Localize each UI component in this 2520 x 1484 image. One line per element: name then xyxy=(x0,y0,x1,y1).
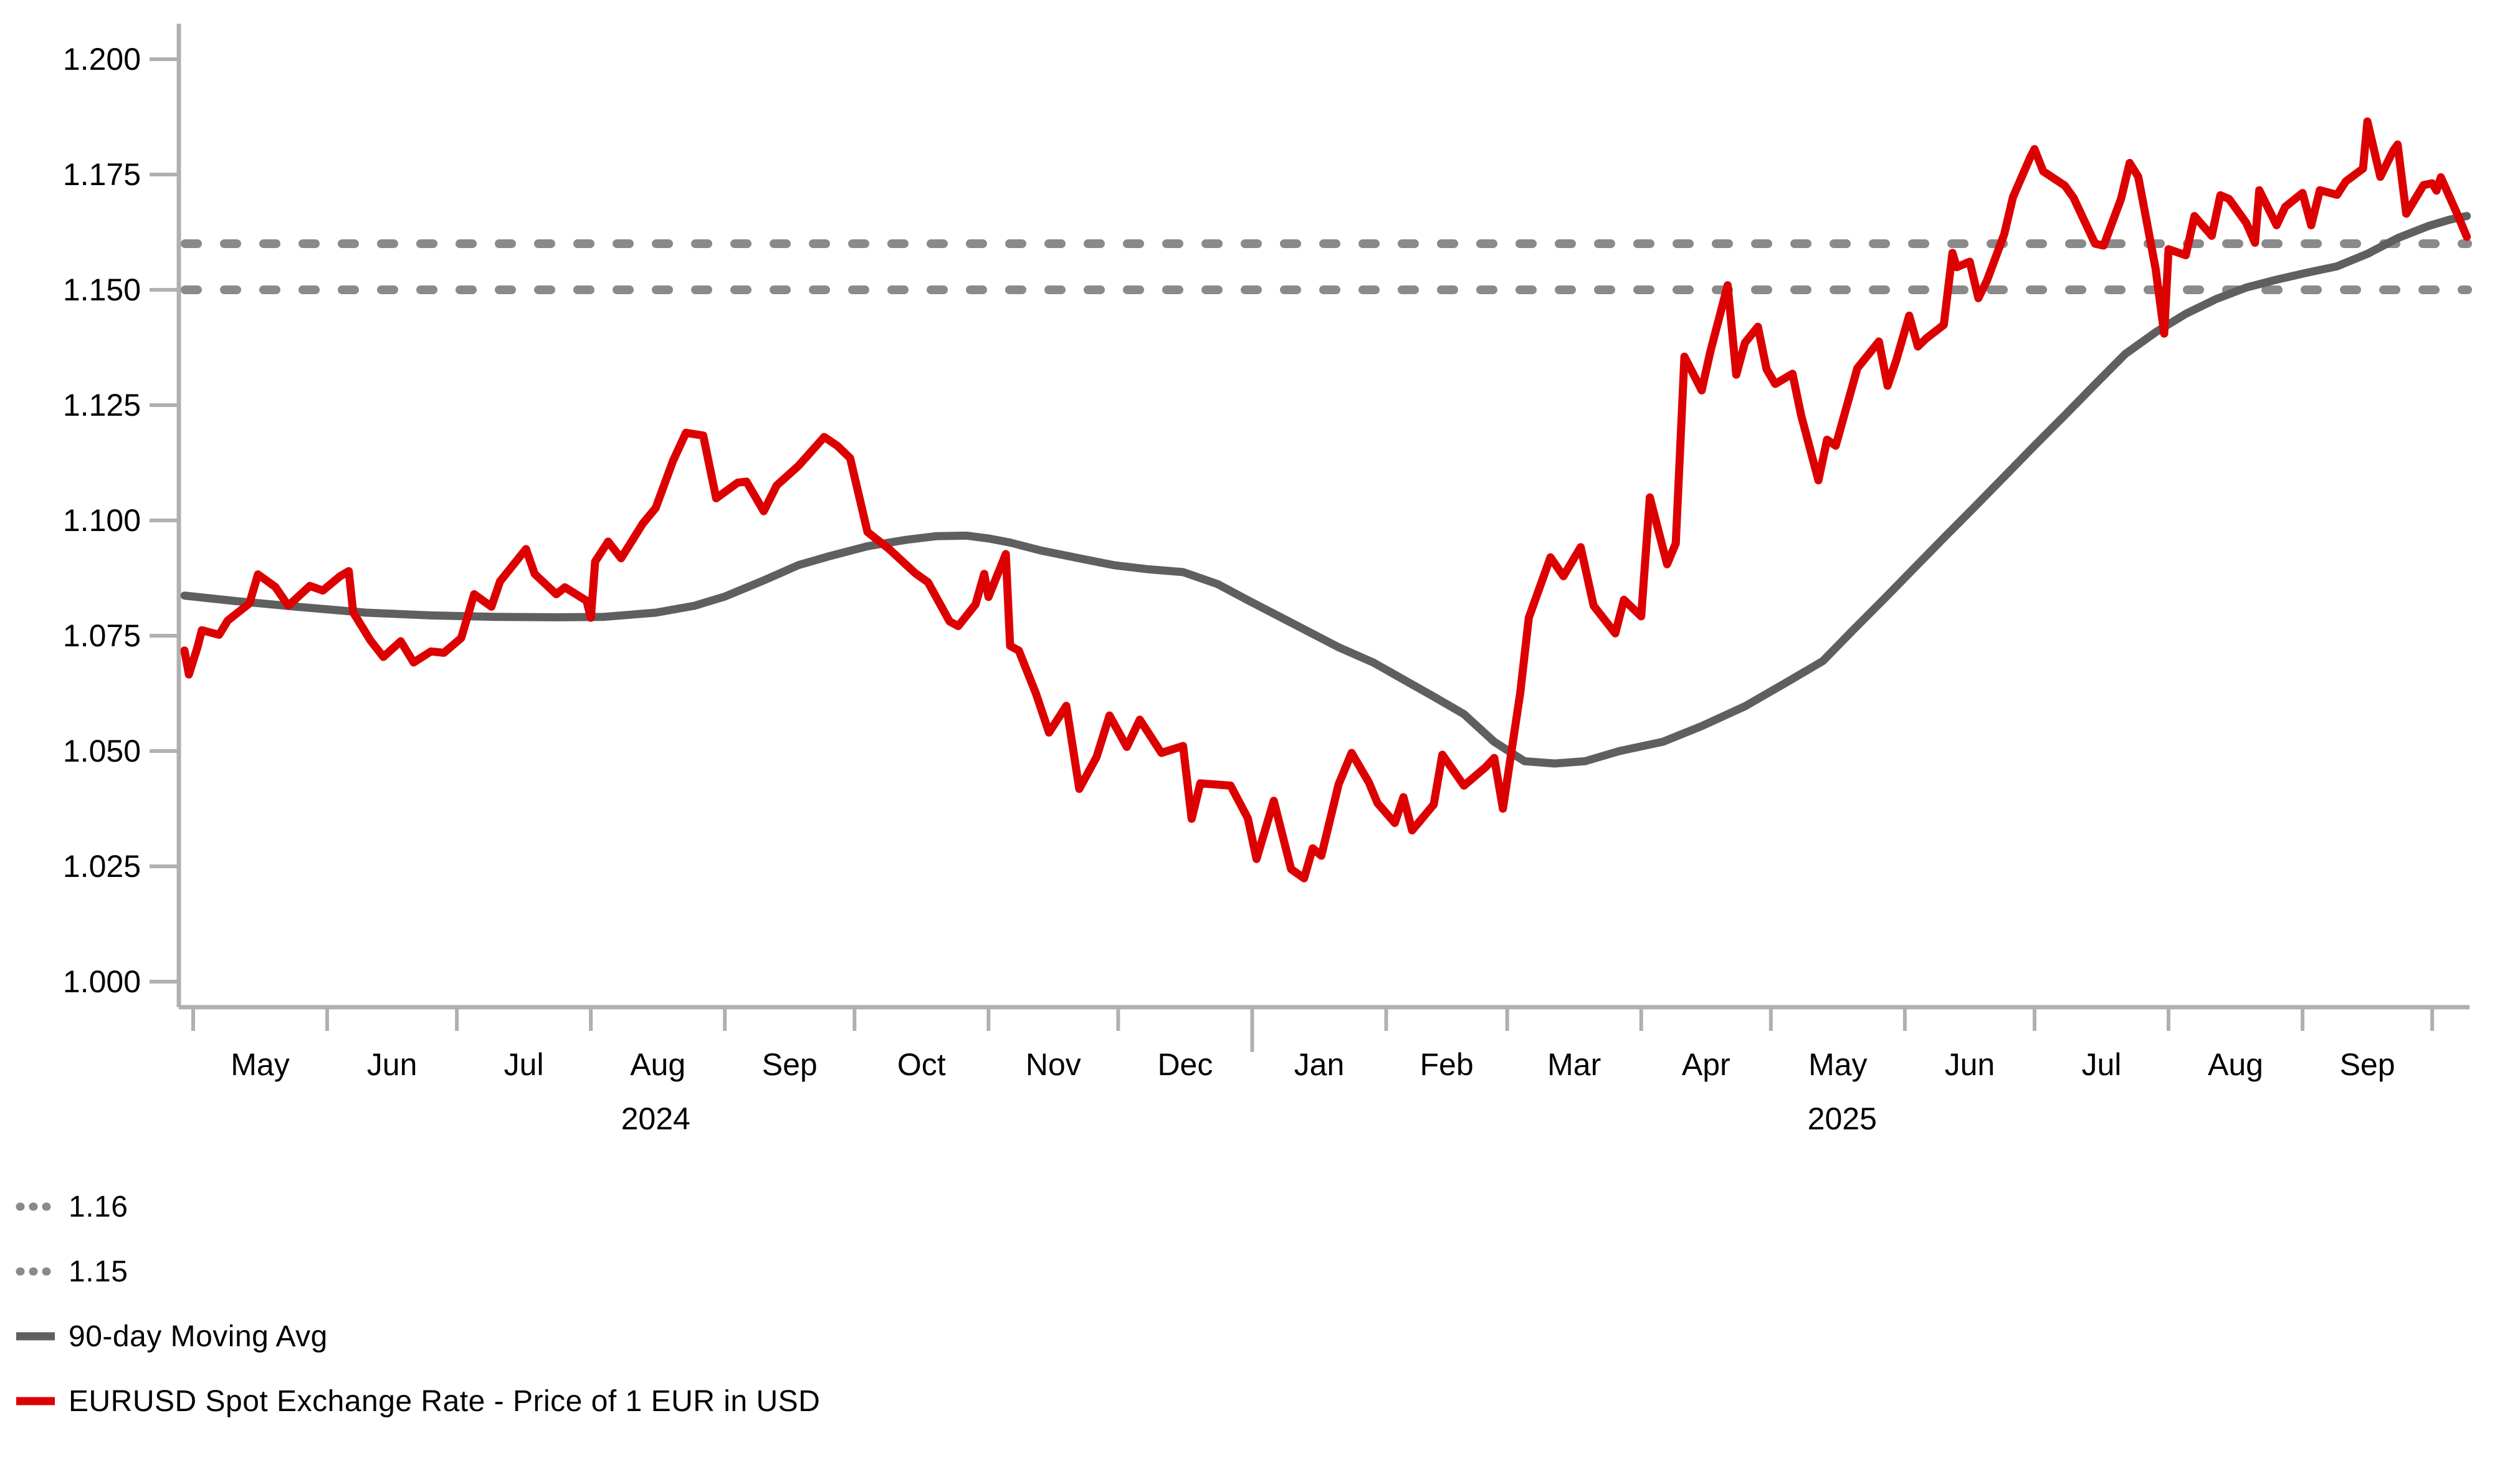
x-month-label: Dec xyxy=(1157,1047,1213,1082)
legend-item-spot-rate: EURUSD Spot Exchange Rate - Price of 1 E… xyxy=(14,1369,820,1434)
legend-item-ref-1-16: 1.16 xyxy=(14,1174,820,1239)
y-tick-label: 1.200 xyxy=(63,42,141,77)
x-month-label: Nov xyxy=(1026,1047,1081,1082)
y-tick-label: 1.050 xyxy=(63,734,141,768)
x-month-label: May xyxy=(1808,1047,1867,1082)
x-month-label: Apr xyxy=(1682,1047,1730,1082)
y-tick-label: 1.125 xyxy=(63,388,141,423)
x-month-label: Jul xyxy=(504,1047,544,1082)
y-tick-label: 1.100 xyxy=(63,503,141,538)
x-month-label: Sep xyxy=(762,1047,818,1082)
x-month-label: Sep xyxy=(2340,1047,2395,1082)
plot-area: 1.000 1.025 1.050 1.075 1.100 1.125 1.150 1.175… xyxy=(63,24,2472,1136)
legend-label: EURUSD Spot Exchange Rate - Price of 1 E… xyxy=(69,1384,821,1418)
legend-label: 1.16 xyxy=(69,1190,128,1223)
x-month-label: Mar xyxy=(1547,1047,1601,1082)
spot-rate-line xyxy=(180,117,2471,883)
x-month-label: Oct xyxy=(897,1047,946,1082)
x-month-label: Aug xyxy=(2208,1047,2263,1082)
legend-item-ref-1-15: 1.15 xyxy=(14,1239,820,1304)
dashed-line-icon xyxy=(16,1267,58,1276)
legend-label: 1.15 xyxy=(69,1255,128,1288)
x-month-label: May xyxy=(231,1047,289,1082)
x-month-label: Feb xyxy=(1420,1047,1473,1082)
y-tick-label: 1.150 xyxy=(63,272,141,307)
x-month-label: Aug xyxy=(630,1047,685,1082)
y-tick-label: 1.000 xyxy=(63,964,141,999)
x-month-label: Jan xyxy=(1294,1047,1345,1082)
dashed-line-icon xyxy=(16,1202,58,1211)
legend-label: 90-day Moving Avg xyxy=(69,1319,328,1353)
y-tick-label: 1.175 xyxy=(63,157,141,192)
legend: 1.16 1.15 90-day Moving Avg EURUSD Spot … xyxy=(14,1174,820,1434)
legend-item-moving-avg: 90-day Moving Avg xyxy=(14,1304,820,1369)
x-month-label: Jun xyxy=(1945,1047,1995,1082)
solid-red-line-icon xyxy=(16,1397,55,1405)
y-tick-label: 1.025 xyxy=(63,849,141,884)
x-month-label: Jun xyxy=(367,1047,418,1082)
y-tick-label: 1.075 xyxy=(63,618,141,653)
x-year-label: 2025 xyxy=(1808,1101,1877,1136)
moving-avg-line xyxy=(180,212,2471,768)
x-month-label: Jul xyxy=(2082,1047,2122,1082)
x-year-label: 2024 xyxy=(621,1101,690,1136)
solid-gray-line-icon xyxy=(16,1332,55,1341)
